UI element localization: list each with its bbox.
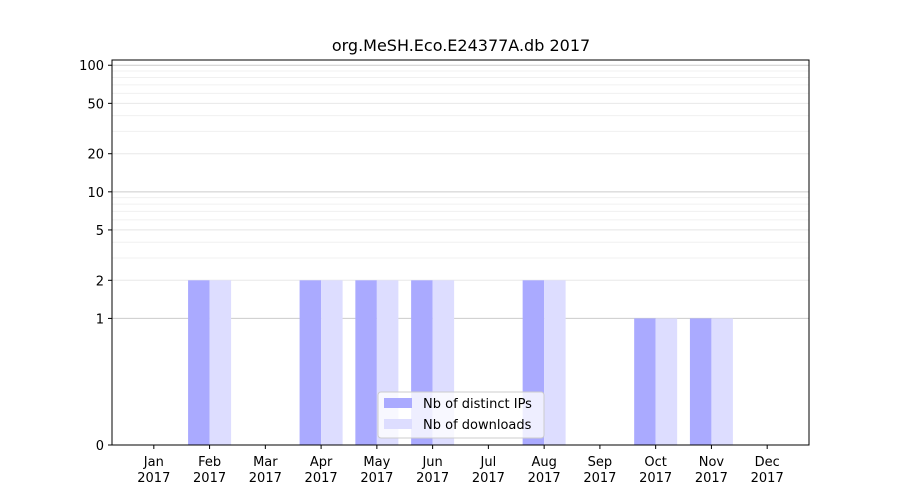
x-tick-label-year: 2017 [528,471,561,486]
x-tick-label-month: Nov [699,455,725,470]
y-tick-label: 0 [96,439,104,454]
x-tick-label-month: Feb [198,455,221,470]
x-tick-label-month: Jun [421,455,442,470]
legend: Nb of distinct IPs Nb of downloads [377,391,545,439]
x-tick-label-month: Oct [644,455,666,470]
x-tick-label-year: 2017 [583,471,616,486]
x-tick-label-year: 2017 [472,471,505,486]
bar [321,280,343,445]
x-tick-label-month: Aug [531,455,556,470]
bar [188,280,210,445]
y-tick-label: 10 [87,186,104,201]
x-tick-label-year: 2017 [193,471,226,486]
legend-swatch [384,419,412,429]
x-tick-label-year: 2017 [695,471,728,486]
y-axis: 0 1 2 5 10 20 50 100 [79,59,112,454]
x-tick-label-month: May [363,455,390,470]
bar [689,318,712,445]
x-tick-label-year: 2017 [751,471,784,486]
y-tick-label: 20 [87,148,104,163]
legend-box [377,391,545,439]
bar [634,318,656,445]
x-tick-label-year: 2017 [416,471,449,486]
x-tick-label-month: Jul [480,455,497,470]
bar [655,318,678,445]
bar [544,280,566,445]
x-tick-label-month: Dec [755,455,780,470]
x-tick-label-year: 2017 [305,471,338,486]
x-tick-label-month: Jan [143,455,164,470]
plot-frame [111,59,810,446]
bar [299,280,322,445]
y-tick-label: 5 [96,224,104,239]
x-tick-label-year: 2017 [360,471,393,486]
bar [711,318,733,445]
y-tick-label: 1 [96,312,104,327]
x-tick-label-month: Apr [310,455,333,470]
y-tick-label: 50 [87,97,104,112]
y-tick-label: 2 [96,274,104,289]
x-tick-label-year: 2017 [249,471,282,486]
legend-label: Nb of downloads [423,418,532,433]
legend-swatch [384,398,412,408]
x-tick-label-year: 2017 [639,471,672,486]
chart-title: org.MeSH.Eco.E24377A.db 2017 [332,36,590,55]
y-tick-label: 100 [79,59,104,74]
x-tick-label-month: Sep [588,455,613,470]
x-axis: Jan2017Feb2017Mar2017Apr2017May2017Jun20… [137,445,784,486]
legend-label: Nb of distinct IPs [423,397,532,412]
bar [355,280,377,445]
x-tick-label-year: 2017 [137,471,170,486]
x-tick-label-month: Mar [253,455,278,470]
bar [209,280,232,445]
